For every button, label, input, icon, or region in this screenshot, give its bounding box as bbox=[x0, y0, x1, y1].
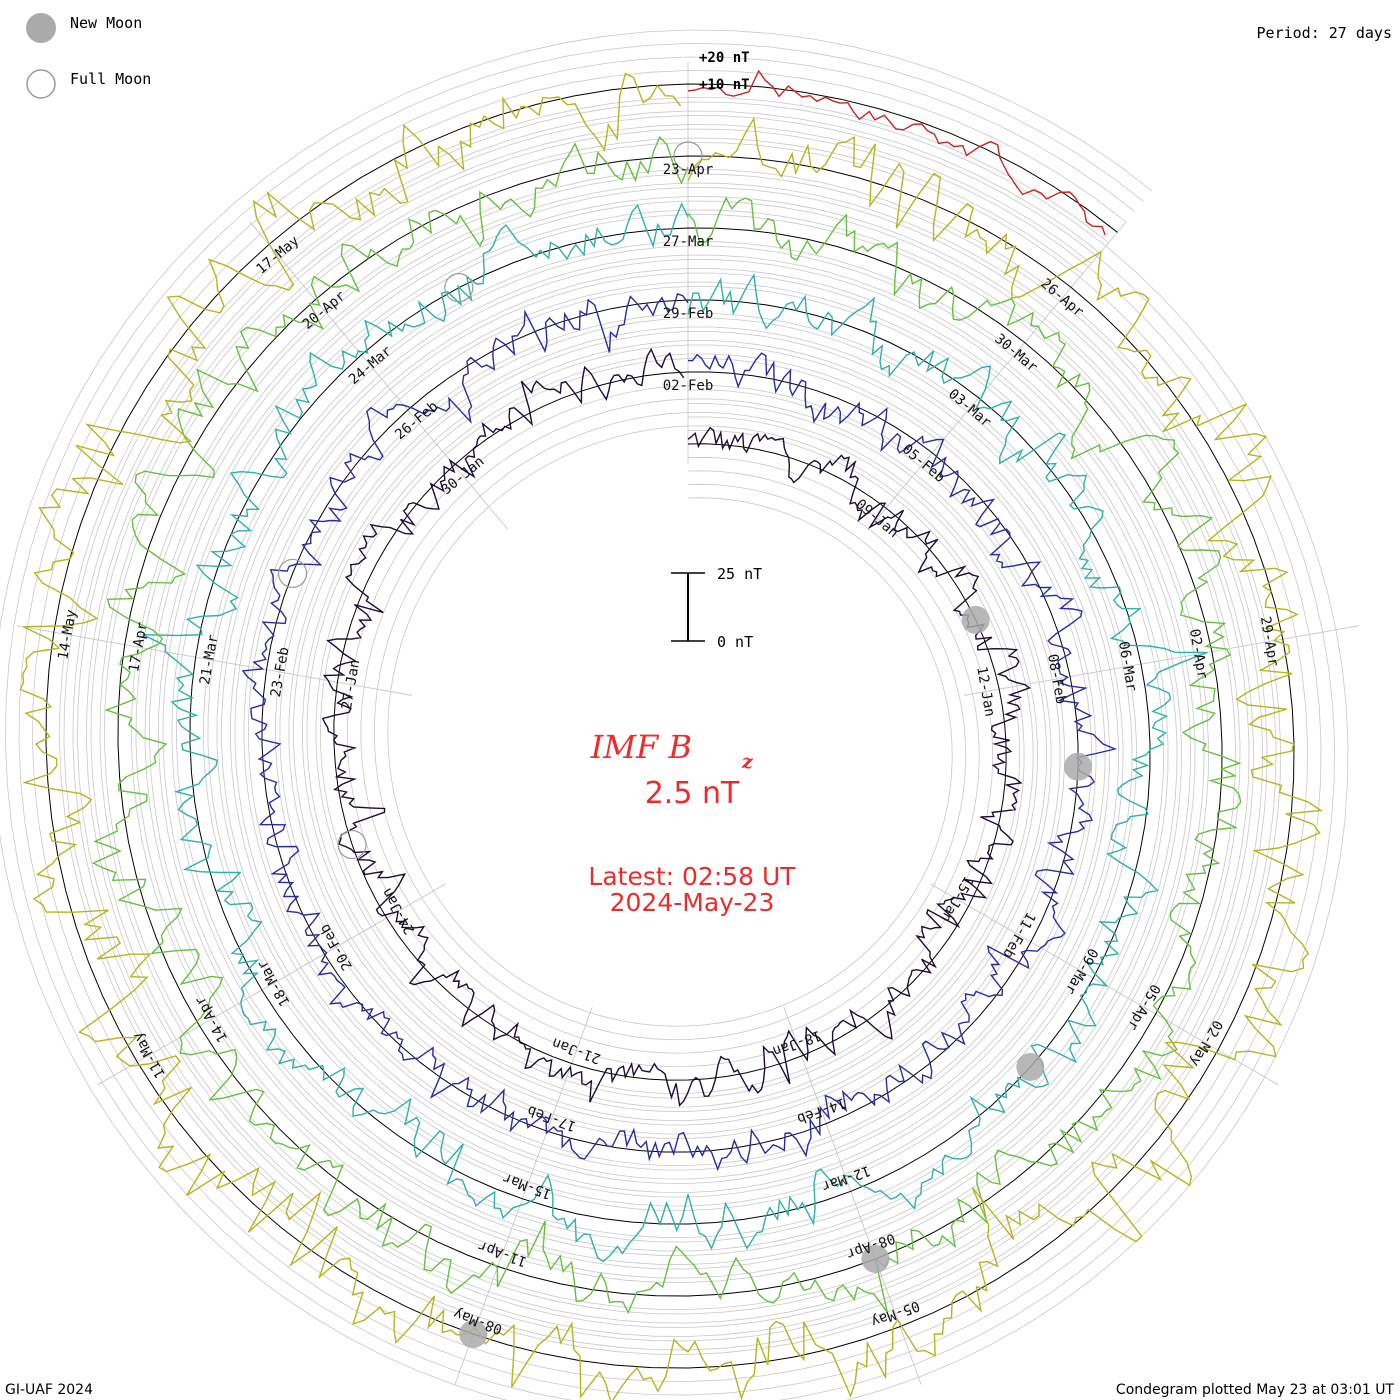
grid-ring bbox=[18, 56, 1322, 1396]
footer-credit: GI-UAF 2024 bbox=[5, 1382, 93, 1398]
radial-spoke bbox=[16, 625, 413, 696]
date-label: 21-Jan bbox=[550, 1034, 603, 1066]
date-label: 14-Apr bbox=[192, 993, 231, 1045]
latest-date: 2024-May-23 bbox=[610, 888, 775, 917]
date-label: 21-Mar bbox=[197, 633, 222, 686]
date-label: 27-Jan bbox=[339, 658, 364, 711]
series-line bbox=[321, 347, 1032, 1107]
date-label: 29-Feb bbox=[663, 306, 714, 322]
date-label: 12-Mar bbox=[819, 1162, 872, 1194]
date-label: 20-Feb bbox=[317, 921, 356, 973]
series-line bbox=[142, 202, 1208, 1263]
current-value: 2.5 nT bbox=[645, 776, 740, 811]
date-label: 24-Mar bbox=[346, 343, 395, 388]
radial-spoke bbox=[867, 221, 1127, 530]
date-label: 11-Apr bbox=[476, 1237, 529, 1269]
date-label: 23-Feb bbox=[268, 646, 293, 699]
date-label: 26-Apr bbox=[1038, 276, 1087, 321]
data-series bbox=[19, 69, 1324, 1400]
ring-label-20: +20 nT bbox=[699, 50, 750, 66]
period-label: Period: 27 days bbox=[1257, 24, 1392, 42]
date-label: 15-Mar bbox=[501, 1169, 554, 1201]
date-label: 30-Mar bbox=[991, 331, 1040, 376]
scale-bar-top-label: 25 nT bbox=[717, 565, 762, 583]
zero-baselines bbox=[45, 83, 1295, 1369]
footer-timestamp: Condegram plotted May 23 at 03:01 UT bbox=[1116, 1382, 1395, 1398]
date-label: 11-Feb bbox=[999, 909, 1038, 961]
date-label: 30-Jan bbox=[439, 453, 488, 498]
scale-bar: 25 nT 0 nT bbox=[671, 565, 762, 651]
date-label: 15-Jan bbox=[937, 873, 976, 925]
date-label: 17-Apr bbox=[126, 621, 151, 674]
new-moon-marker bbox=[459, 1320, 488, 1349]
radial-spoke bbox=[963, 625, 1360, 696]
series-line bbox=[19, 72, 1324, 1400]
date-label: 18-Jan bbox=[770, 1027, 823, 1059]
chart-title: IMF B bbox=[590, 728, 692, 766]
new-moon-marker bbox=[1016, 1052, 1045, 1081]
date-label: 14-Feb bbox=[795, 1094, 848, 1126]
date-label: 17-May bbox=[253, 233, 302, 278]
date-label: 20-Apr bbox=[300, 288, 349, 333]
scale-bar-bottom-label: 0 nT bbox=[717, 633, 753, 651]
full-moon-marker bbox=[277, 558, 308, 589]
date-label: 06-Mar bbox=[1115, 640, 1140, 693]
new-moon-marker bbox=[1064, 752, 1093, 781]
date-label: 02-May bbox=[1186, 1017, 1225, 1069]
series-line bbox=[241, 293, 1118, 1172]
date-label: 11-May bbox=[130, 1029, 169, 1081]
date-label: 02-Feb bbox=[663, 378, 714, 394]
date-label: 18-Mar bbox=[254, 957, 293, 1009]
radial-spoke bbox=[249, 221, 509, 530]
date-label: 02-Apr bbox=[1186, 628, 1211, 681]
date-label: 09-Mar bbox=[1062, 945, 1101, 997]
new-moon-marker bbox=[961, 605, 990, 634]
date-label: 08-Feb bbox=[1044, 653, 1069, 706]
moon-markers bbox=[277, 141, 1093, 1349]
date-label: 05-Apr bbox=[1124, 981, 1163, 1033]
full-moon-legend-icon bbox=[26, 69, 56, 99]
full-moon-marker bbox=[673, 141, 703, 171]
series-line bbox=[91, 135, 1242, 1315]
date-label: 24-Jan bbox=[379, 885, 418, 937]
full-moon-marker bbox=[444, 273, 474, 303]
latest-time: Latest: 02:58 UT bbox=[588, 862, 796, 891]
radial-spoke bbox=[97, 883, 446, 1086]
full-moon-legend-label: Full Moon bbox=[70, 70, 151, 88]
new-moon-legend-icon bbox=[26, 13, 56, 43]
date-label: 27-Mar bbox=[663, 234, 714, 250]
full-moon-marker bbox=[337, 829, 367, 860]
date-label: 14-May bbox=[55, 608, 80, 661]
new-moon-legend-label: New Moon bbox=[70, 14, 142, 32]
date-label: 12-Jan bbox=[973, 665, 998, 718]
new-moon-marker bbox=[861, 1244, 890, 1273]
date-label: 23-Apr bbox=[663, 162, 714, 178]
chart-title-subscript: z bbox=[741, 751, 754, 773]
series-line bbox=[687, 69, 1106, 236]
ring-label-10: +10 nT bbox=[699, 77, 750, 93]
zero-baseline bbox=[45, 83, 1295, 1369]
